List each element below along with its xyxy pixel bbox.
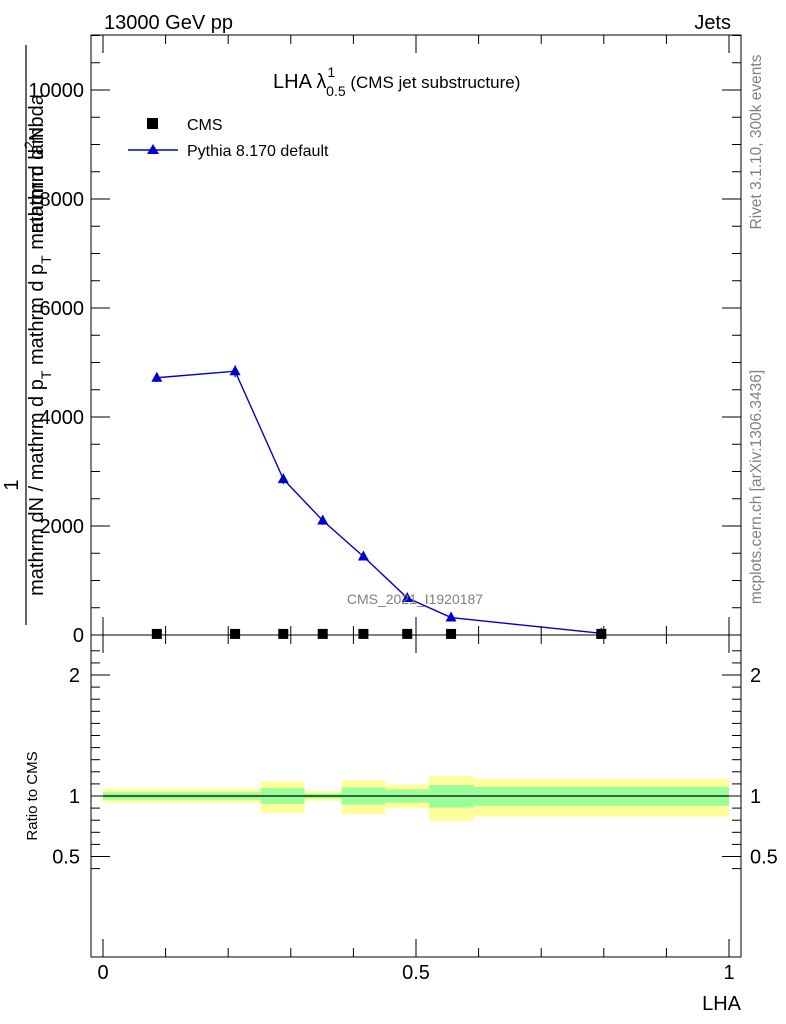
analysis-watermark: CMS_2021_I1920187 xyxy=(347,591,483,607)
y-label-den-part-1: mathrm dN / mathrm d p xyxy=(26,379,48,596)
legend-cms-label: CMS xyxy=(187,117,223,134)
ratio-plot-content xyxy=(103,776,729,821)
y-label-numerator: 1 xyxy=(1,479,23,490)
y-label-den-part-3: mathrm d p xyxy=(26,264,48,371)
cms-point xyxy=(358,628,369,639)
cms-point xyxy=(230,628,241,639)
legend-pythia-label: Pythia 8.170 default xyxy=(187,143,329,160)
ratio-y-tick-label-right: 0.5 xyxy=(750,847,778,869)
x-tick-label: 1 xyxy=(723,962,734,984)
ratio-x-axis: 0 0.5 1 xyxy=(97,635,735,984)
ratio-y-tick-label-left: 2 xyxy=(69,665,80,687)
y-tick-label: 2000 xyxy=(40,516,85,538)
title-lambda: λ xyxy=(316,71,326,93)
cms-point xyxy=(402,628,413,639)
header-process: Jets xyxy=(694,12,731,34)
y-label-den-part-5: mathrm d lambda xyxy=(26,93,48,255)
cms-point xyxy=(317,628,328,639)
legend: CMS Pythia 8.170 default xyxy=(128,117,329,160)
pythia-point xyxy=(445,611,457,622)
header-energy: 13000 GeV pp xyxy=(104,12,233,34)
pythia-point xyxy=(229,365,241,376)
y-tick-label: 10000 xyxy=(28,80,84,102)
title-suffix: (CMS jet substructure) xyxy=(346,73,521,92)
main-plot-content xyxy=(151,365,607,639)
rivet-version-label: Rivet 3.1.10, 300k events xyxy=(748,54,765,229)
y-label-den-part-4: T xyxy=(38,255,54,264)
legend-cms-marker xyxy=(147,118,158,129)
y-label-rhs-part-3: N xyxy=(26,127,48,141)
title-prefix: LHA xyxy=(273,71,316,93)
pythia-point xyxy=(401,591,413,602)
main-y-axis: 0 2000 4000 6000 8000 10000 xyxy=(28,35,741,647)
pythia-point xyxy=(277,473,289,484)
y-tick-label: 6000 xyxy=(40,298,85,320)
y-label-den-part-2: T xyxy=(38,370,54,379)
x-tick-label: 0.5 xyxy=(402,962,430,984)
title-subscript: 0.5 xyxy=(326,83,346,99)
y-tick-label: 4000 xyxy=(40,407,85,429)
title-superscript: 1 xyxy=(327,64,335,80)
mcplots-label: mcplots.cern.ch [arXiv:1306.3436] xyxy=(748,370,765,604)
cms-point xyxy=(596,628,607,639)
pythia-series-line xyxy=(156,370,602,635)
ratio-y-tick-label-left: 0.5 xyxy=(52,847,80,869)
plot-title: LHA λ1 0.5 (CMS jet substructure) xyxy=(273,64,520,99)
pythia-point xyxy=(151,371,163,382)
cms-point xyxy=(151,628,162,639)
cms-point xyxy=(278,628,289,639)
y-tick-label: 0 xyxy=(73,625,84,647)
y-label-denominator: mathrm dN / mathrm d pT mathrm d pT math… xyxy=(26,93,54,596)
pythia-point xyxy=(317,514,329,525)
ratio-y-axis: 0.5 0.5 1 1 2 2 xyxy=(52,650,778,870)
cms-point xyxy=(446,628,457,639)
ratio-panel: 0.5 0.51 12 2 0 0.5 1 Ratio to CMS LHA xyxy=(24,634,778,1015)
ratio-y-axis-label: Ratio to CMS xyxy=(24,751,41,840)
x-tick-label: 0 xyxy=(97,962,108,984)
main-y-axis-label: mathrm d2N 1 mathrm dN / mathrm d pT mat… xyxy=(1,45,54,625)
pythia-point xyxy=(357,550,369,561)
legend-pythia-marker xyxy=(147,144,159,154)
y-label-rhs-numerator: mathrm d2N xyxy=(21,127,48,234)
ratio-y-tick-label-right: 1 xyxy=(750,786,761,808)
y-label-rhs-part-2: 2 xyxy=(21,141,37,149)
ratio-y-tick-label-left: 1 xyxy=(69,786,80,808)
x-axis-label: LHA xyxy=(702,993,742,1015)
ratio-y-tick-label-right: 2 xyxy=(750,665,761,687)
y-label-rhs-part-1: mathrm d xyxy=(26,149,48,233)
main-panel: 0 2000 4000 6000 8000 10000 CMS_2021_I1920187… xyxy=(1,34,742,647)
y-tick-label: 8000 xyxy=(40,189,85,211)
